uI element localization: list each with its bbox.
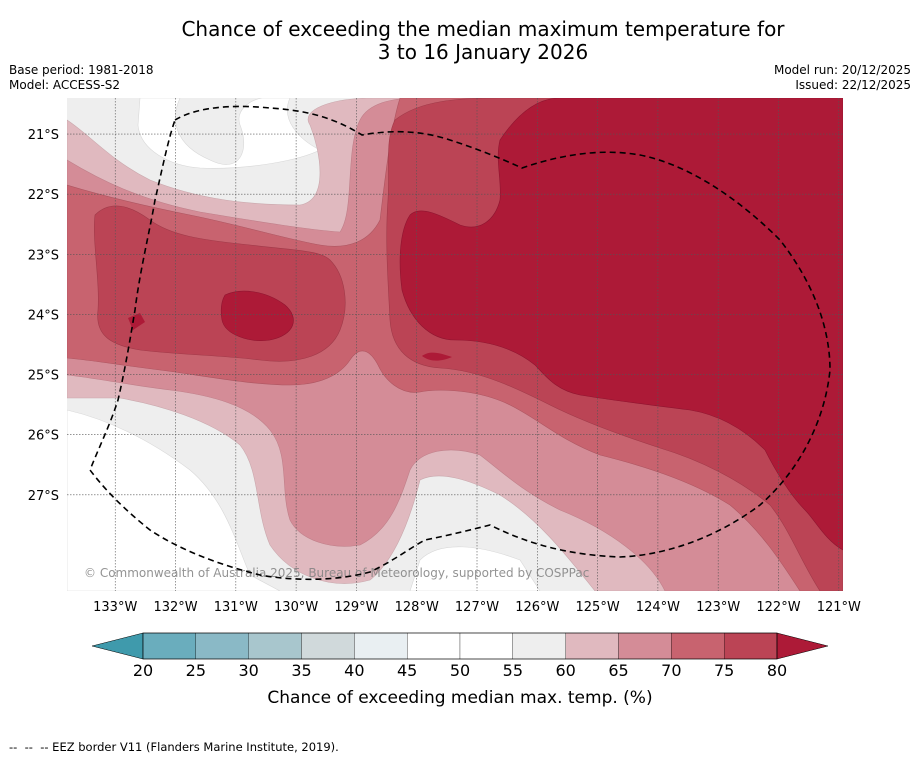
latitude-labels: 21°S 22°S 23°S 24°S 25°S 26°S 27°S	[28, 128, 59, 504]
lat-label: 27°S	[28, 489, 59, 504]
colorbar-outline	[142, 632, 778, 660]
region-above-80-west	[220, 290, 294, 341]
region-above-80	[399, 98, 843, 551]
lon-label: 131°W	[214, 600, 258, 615]
colorbar-cell	[142, 632, 196, 660]
lon-label: 127°W	[455, 600, 499, 615]
colorbar-tick: 60	[555, 661, 575, 680]
lat-label: 22°S	[28, 188, 59, 203]
colorbar-tick: 75	[714, 661, 734, 680]
lat-label: 25°S	[28, 369, 59, 384]
lon-label: 129°W	[334, 600, 378, 615]
lon-label: 133°W	[93, 600, 137, 615]
colorbar-tick: 30	[238, 661, 258, 680]
lat-label: 23°S	[28, 248, 59, 263]
model-run-date: Model run: 20/12/2025	[773, 63, 911, 77]
issued-date: Issued: 22/12/2025	[795, 78, 911, 92]
colorbar-cell	[459, 632, 513, 660]
lon-label: 121°W	[817, 600, 861, 615]
map-title: Chance of exceeding the median maximum t…	[0, 18, 919, 64]
colorbar-cell	[671, 632, 725, 660]
colorbar-tick: 70	[661, 661, 681, 680]
lon-label: 126°W	[515, 600, 559, 615]
eez-legend-note: -- -- -- EEZ border V11 (Flanders Marine…	[9, 740, 339, 754]
lon-label: 123°W	[696, 600, 740, 615]
colorbar-cell	[565, 632, 619, 660]
colorbar-cell	[354, 632, 408, 660]
lat-label: 21°S	[28, 128, 59, 143]
region-above-80-spot	[128, 313, 145, 330]
colorbar-tick: 80	[767, 661, 787, 680]
forecast-info: Base period: 1981-2018 Model: ACCESS-S2	[9, 63, 154, 93]
lon-label: 128°W	[395, 600, 439, 615]
region-above-80-spot-2	[422, 352, 452, 361]
title-line-1: Chance of exceeding the median maximum t…	[181, 17, 785, 41]
colorbar-cell	[512, 632, 566, 660]
colorbar-cell	[195, 632, 249, 660]
colorbar-high-extend	[776, 632, 829, 660]
run-info: Model run: 20/12/2025 Issued: 22/12/2025	[774, 63, 911, 93]
colorbar-cell	[618, 632, 672, 660]
colorbar-tick: 50	[450, 661, 470, 680]
colorbar-tick: 65	[608, 661, 628, 680]
colorbar-low-extend	[91, 632, 144, 660]
colorbar: 20 25 30 35 40 45 50 55 60 65 70 75 80 Chance of exc…	[91, 632, 829, 708]
graticule	[67, 98, 843, 591]
colorbar-tick: 20	[133, 661, 153, 680]
colorbar-tick: 55	[503, 661, 523, 680]
region-45-55-west	[67, 409, 281, 591]
colorbar-label: Chance of exceeding median max. temp. (%…	[267, 688, 652, 708]
colorbar-cell	[407, 632, 461, 660]
lon-label: 122°W	[756, 600, 800, 615]
lon-label: 132°W	[153, 600, 197, 615]
colorbar-cells	[142, 632, 778, 660]
model-name: Model: ACCESS-S2	[9, 78, 121, 92]
lon-label: 130°W	[274, 600, 318, 615]
region-45-55-north	[137, 98, 321, 169]
eez-border	[89, 105, 831, 581]
colorbar-tick-labels: 20 25 30 35 40 45 50 55 60 65 70 75 80	[133, 661, 787, 680]
lon-label: 125°W	[576, 600, 620, 615]
lat-label: 26°S	[28, 429, 59, 444]
colorbar-tick: 25	[186, 661, 206, 680]
colorbar-tick: 45	[397, 661, 417, 680]
copyright-notice: © Commonwealth of Australia 2025, Bureau…	[84, 566, 589, 580]
colorbar-cell	[724, 632, 778, 660]
colorbar-tick: 40	[344, 661, 364, 680]
title-line-2: 3 to 16 January 2026	[377, 40, 589, 64]
colorbar-tick: 35	[291, 661, 311, 680]
colorbar-cell	[248, 632, 302, 660]
lat-label: 24°S	[28, 308, 59, 323]
lon-label: 124°W	[636, 600, 680, 615]
longitude-labels: 133°W 132°W 131°W 130°W 129°W 128°W 127°W 126°W…	[93, 600, 861, 615]
colorbar-cell	[301, 632, 355, 660]
base-period: Base period: 1981-2018	[9, 63, 154, 77]
probability-map: © Commonwealth of Australia 2025, Bureau…	[67, 98, 843, 591]
region-45-55-south	[409, 546, 541, 591]
